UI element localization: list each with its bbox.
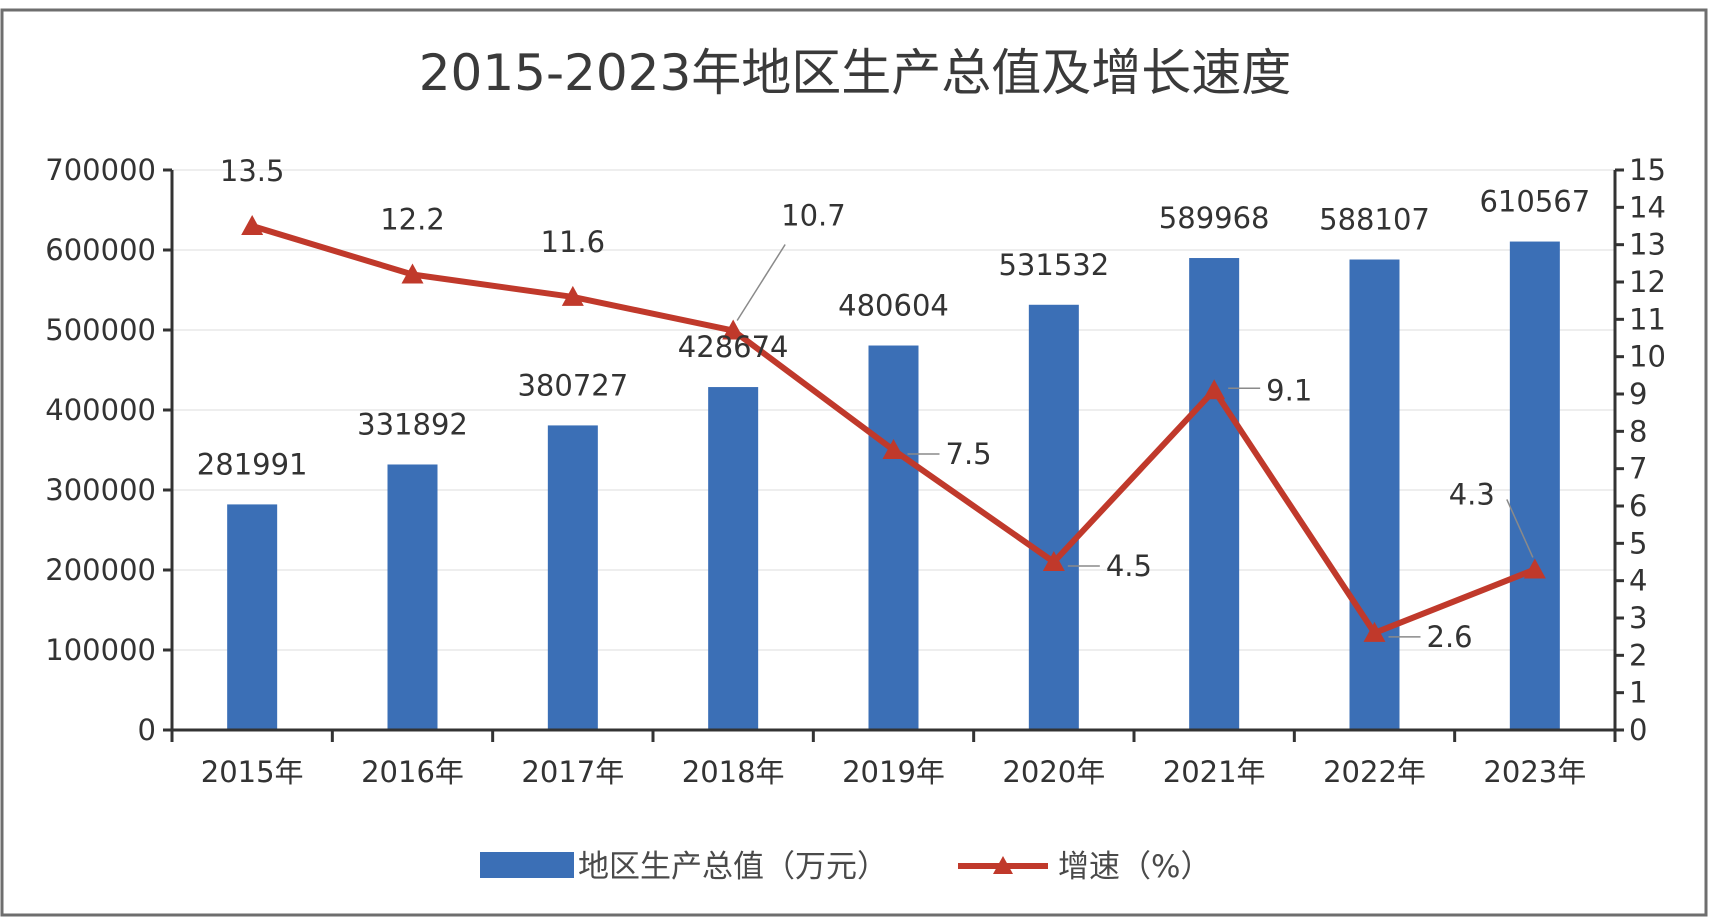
bar-value-label: 281991 [197, 447, 308, 481]
x-tick-label: 2020年 [1002, 755, 1105, 789]
line-value-label: 13.5 [220, 154, 285, 188]
y-right-tick-label: 15 [1629, 153, 1666, 187]
line-label-leader [736, 244, 786, 321]
line-value-label: 7.5 [946, 437, 992, 471]
y-left-tick-label: 600000 [45, 233, 156, 267]
y-right-tick-label: 5 [1629, 526, 1647, 560]
y-right-tick-label: 1 [1629, 676, 1647, 710]
line-marker [1523, 558, 1546, 579]
y-left-tick-label: 500000 [45, 313, 156, 347]
x-tick-label: 2017年 [521, 755, 624, 789]
bar-value-label: 589968 [1159, 201, 1270, 235]
bar [1509, 241, 1560, 731]
bar-value-label: 380727 [517, 368, 628, 402]
bar-value-label: 610567 [1479, 185, 1590, 219]
line-marker [1363, 621, 1386, 642]
y-right-tick-label: 14 [1629, 190, 1666, 224]
bar [868, 345, 919, 730]
chart-frame [0, 8, 1708, 917]
line-value-label: 4.5 [1106, 549, 1152, 583]
y-left-tick-label: 100000 [45, 633, 156, 667]
bar [708, 387, 759, 730]
x-tick-label: 2016年 [361, 755, 464, 789]
y-right-tick-label: 10 [1629, 340, 1666, 374]
line-value-label: 11.6 [541, 225, 606, 259]
y-right-tick-label: 3 [1629, 601, 1647, 635]
y-right-tick-label: 11 [1629, 302, 1666, 336]
line-marker [722, 319, 745, 340]
bar [1349, 259, 1400, 730]
x-tick-label: 2021年 [1163, 755, 1266, 789]
legend-line-label: 增速（%） [1058, 849, 1211, 885]
y-right-tick-label: 12 [1629, 265, 1666, 299]
bar [227, 504, 278, 730]
line-value-label: 10.7 [781, 199, 846, 233]
y-left-tick-label: 0 [138, 713, 156, 747]
line-marker [882, 439, 905, 459]
bar [547, 425, 598, 730]
bar-value-label: 480604 [838, 289, 949, 323]
bar [387, 464, 438, 730]
y-right-tick-label: 8 [1629, 414, 1647, 448]
x-tick-label: 2018年 [682, 755, 785, 789]
y-right-tick-label: 7 [1629, 452, 1647, 486]
bar-value-label: 428674 [678, 330, 789, 364]
bar-layer [227, 241, 1560, 731]
line-marker [241, 215, 264, 235]
x-tick-label: 2023年 [1483, 755, 1586, 789]
y-right-tick-label: 9 [1629, 377, 1647, 411]
legend-bar-swatch [480, 852, 574, 878]
label-layer: 281991 331892 380727 428674 480604 531532 5899… [197, 154, 1590, 654]
axis-layer: 0 100000 200000 300000 400000 500000 600000 700… [45, 153, 1666, 789]
y-right-tick-label: 2 [1629, 638, 1647, 672]
legend-line-marker [993, 856, 1013, 874]
line-marker [561, 285, 584, 306]
line-layer [241, 215, 1546, 642]
y-right-tick-label: 4 [1629, 564, 1647, 598]
line-marker [1042, 551, 1065, 571]
bar [1028, 304, 1079, 730]
line-label-leader [1506, 499, 1534, 558]
y-left-tick-label: 700000 [45, 153, 156, 187]
legend: 地区生产总值（万元） 增速（%） [480, 849, 1211, 885]
bar-value-label: 588107 [1319, 203, 1430, 237]
line-value-label: 2.6 [1427, 620, 1473, 654]
chart-title: 2015-2023年地区生产总值及增长速度 [419, 44, 1292, 102]
y-right-tick-label: 6 [1629, 489, 1647, 523]
line-marker [1203, 379, 1226, 400]
y-left-tick-label: 300000 [45, 473, 156, 507]
x-tick-label: 2015年 [201, 755, 304, 789]
line-marker [401, 263, 424, 284]
y-right-tick-label: 13 [1629, 228, 1666, 262]
line-value-label: 4.3 [1449, 477, 1495, 511]
legend-bar-label: 地区生产总值（万元） [578, 849, 888, 885]
line-value-label: 12.2 [380, 203, 445, 237]
y-left-tick-label: 400000 [45, 393, 156, 427]
bar [1189, 258, 1240, 730]
line-value-label: 9.1 [1266, 373, 1312, 407]
x-tick-label: 2019年 [842, 755, 945, 789]
x-tick-label: 2022年 [1323, 755, 1426, 789]
y-left-tick-label: 200000 [45, 553, 156, 587]
y-right-tick-label: 0 [1629, 713, 1647, 747]
bar-value-label: 331892 [357, 407, 468, 441]
bar-value-label: 531532 [998, 248, 1109, 282]
